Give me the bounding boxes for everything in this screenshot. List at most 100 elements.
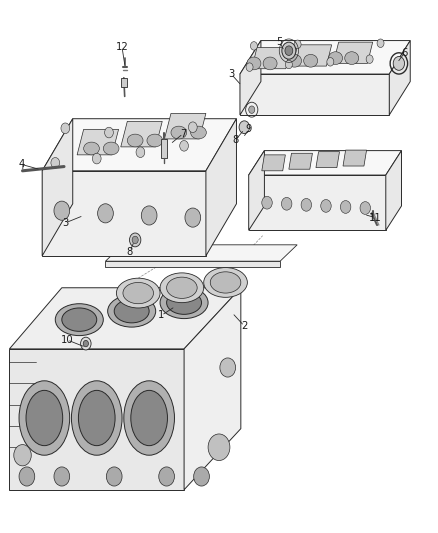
Circle shape (249, 106, 255, 114)
Circle shape (239, 121, 250, 134)
Circle shape (377, 39, 384, 47)
Ellipse shape (19, 381, 70, 455)
Polygon shape (121, 122, 162, 147)
Ellipse shape (108, 295, 155, 327)
Polygon shape (106, 261, 280, 266)
Circle shape (188, 122, 197, 133)
Ellipse shape (204, 268, 247, 297)
Polygon shape (42, 171, 206, 256)
Ellipse shape (78, 390, 115, 446)
Polygon shape (106, 245, 297, 261)
Polygon shape (206, 119, 237, 256)
Polygon shape (240, 74, 389, 115)
Ellipse shape (328, 52, 343, 64)
Text: 4: 4 (18, 159, 25, 169)
Ellipse shape (160, 273, 204, 303)
Circle shape (285, 46, 293, 55)
Text: 9: 9 (246, 124, 252, 134)
Ellipse shape (127, 134, 143, 147)
Text: 12: 12 (116, 43, 128, 52)
Circle shape (130, 233, 141, 247)
Polygon shape (10, 349, 184, 490)
Circle shape (360, 201, 371, 214)
Ellipse shape (84, 142, 99, 155)
Circle shape (136, 147, 145, 158)
Ellipse shape (147, 134, 162, 147)
Ellipse shape (62, 308, 97, 332)
Ellipse shape (131, 390, 167, 446)
Polygon shape (164, 114, 206, 139)
Circle shape (141, 206, 157, 225)
Circle shape (185, 208, 201, 227)
Circle shape (194, 467, 209, 486)
Text: 6: 6 (401, 48, 408, 58)
Circle shape (327, 58, 334, 66)
Polygon shape (289, 154, 312, 169)
Text: 3: 3 (228, 69, 234, 79)
Text: 3: 3 (62, 218, 68, 228)
Polygon shape (262, 155, 286, 171)
Text: 10: 10 (61, 335, 74, 345)
Text: 8: 8 (127, 247, 133, 256)
Circle shape (61, 123, 70, 134)
Circle shape (19, 467, 35, 486)
Polygon shape (77, 130, 119, 155)
Circle shape (14, 445, 31, 466)
Circle shape (251, 42, 258, 50)
Ellipse shape (210, 272, 241, 293)
Ellipse shape (288, 54, 301, 67)
Polygon shape (184, 288, 241, 490)
Polygon shape (386, 151, 402, 230)
Ellipse shape (55, 304, 103, 336)
Circle shape (54, 467, 70, 486)
Circle shape (286, 60, 292, 69)
Ellipse shape (191, 126, 206, 139)
Circle shape (180, 141, 188, 151)
Circle shape (220, 358, 236, 377)
Circle shape (321, 199, 331, 212)
Text: 5: 5 (276, 37, 283, 46)
Circle shape (246, 63, 253, 71)
Circle shape (106, 467, 122, 486)
Circle shape (340, 200, 351, 213)
Ellipse shape (166, 291, 201, 314)
Polygon shape (240, 41, 261, 115)
Polygon shape (343, 150, 367, 166)
Polygon shape (249, 175, 386, 230)
Polygon shape (249, 151, 402, 175)
Polygon shape (240, 41, 410, 74)
Polygon shape (389, 41, 410, 115)
Circle shape (132, 236, 138, 244)
Polygon shape (42, 119, 237, 171)
Ellipse shape (123, 282, 153, 304)
Circle shape (262, 196, 272, 209)
Circle shape (98, 204, 113, 223)
Polygon shape (161, 139, 167, 158)
Circle shape (208, 434, 230, 461)
Ellipse shape (124, 381, 174, 455)
Ellipse shape (263, 57, 277, 70)
Circle shape (159, 467, 174, 486)
Ellipse shape (166, 277, 197, 298)
Circle shape (366, 55, 373, 63)
Text: 8: 8 (233, 135, 239, 145)
Circle shape (81, 337, 91, 350)
Text: 2: 2 (241, 321, 247, 331)
Circle shape (105, 127, 113, 138)
Polygon shape (316, 152, 339, 167)
Ellipse shape (103, 142, 119, 155)
Polygon shape (249, 151, 265, 230)
Ellipse shape (345, 52, 359, 64)
Polygon shape (121, 78, 127, 87)
Text: 11: 11 (369, 213, 381, 223)
Circle shape (83, 341, 88, 347)
Ellipse shape (117, 278, 160, 308)
Circle shape (301, 198, 311, 211)
Circle shape (51, 158, 60, 168)
Circle shape (294, 40, 301, 49)
Polygon shape (333, 42, 373, 63)
Circle shape (282, 197, 292, 210)
Ellipse shape (247, 57, 261, 70)
Ellipse shape (26, 390, 63, 446)
Ellipse shape (71, 381, 122, 455)
